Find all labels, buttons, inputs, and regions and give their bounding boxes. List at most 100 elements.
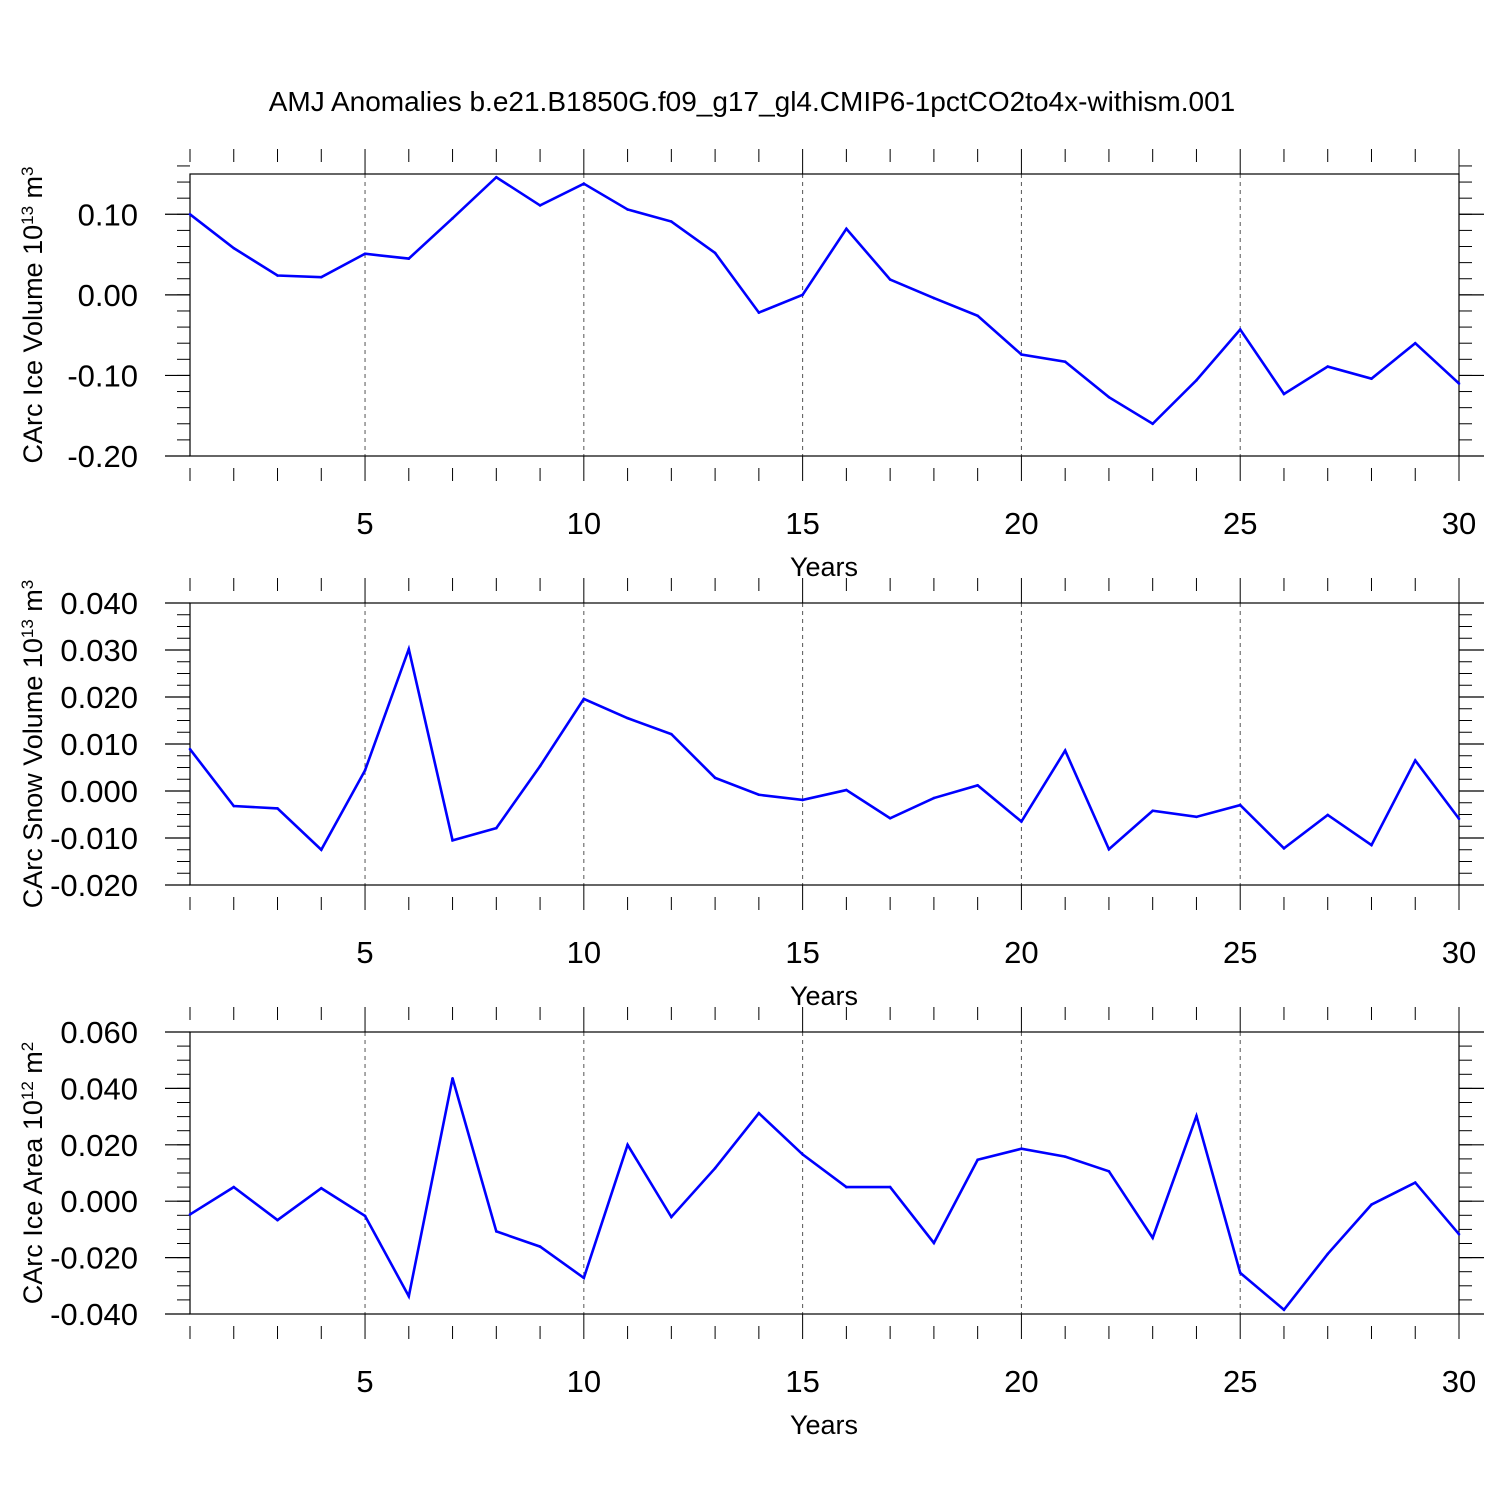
- data-point: [1107, 1170, 1111, 1173]
- x-tick-label: 20: [1004, 506, 1038, 541]
- chart-panel-2: 0.040 0.030 0.020 0.010 0.000 -0.010 -0.020 5 10…: [18, 578, 1484, 1011]
- data-point: [888, 1185, 892, 1189]
- data-point: [932, 1241, 936, 1245]
- data-point: [801, 1153, 804, 1156]
- data-point: [713, 251, 717, 255]
- data-point: [188, 1213, 192, 1216]
- data-point: [1151, 809, 1154, 813]
- data-point: [1238, 803, 1242, 807]
- data-point: [495, 1230, 498, 1233]
- data-point: [801, 293, 804, 297]
- data-point: [670, 1215, 673, 1219]
- series-line: [188, 644, 1461, 852]
- x-tick-label: 10: [567, 506, 601, 541]
- data-point: [276, 1218, 279, 1222]
- x-tick-label: 25: [1223, 1364, 1257, 1399]
- data-point: [232, 246, 236, 250]
- data-point: [538, 1245, 542, 1248]
- x-tick-label: 20: [1004, 1364, 1038, 1399]
- data-point: [276, 274, 279, 277]
- data-point: [1326, 365, 1330, 368]
- panels: 0.10 0.00 -0.10 -0.20 5 10 15 20 25 30 Years CArc I…: [18, 149, 1484, 1440]
- x-tick-label: 15: [785, 506, 819, 541]
- data-point: [451, 839, 454, 842]
- data-point: [1063, 749, 1067, 752]
- data-point: [1195, 815, 1198, 819]
- data-point: [626, 716, 629, 720]
- data-point: [932, 296, 936, 300]
- y-tick-label: 0.020: [60, 1128, 138, 1163]
- data-point: [1151, 1236, 1154, 1240]
- y-axis-label: CArc Ice Volume 1013 m3: [18, 166, 49, 463]
- data-point: [976, 1158, 979, 1162]
- data-point: [845, 1185, 848, 1189]
- data-point: [1370, 377, 1373, 380]
- x-axis-label: Years: [790, 552, 858, 582]
- data-point: [407, 1294, 411, 1298]
- data-point: [1151, 422, 1154, 426]
- data-point: [188, 747, 192, 751]
- y-tick-label: 0.020: [60, 680, 138, 715]
- data-point: [1370, 1203, 1373, 1206]
- data-point: [1457, 817, 1461, 821]
- chart-panel-3: 0.060 0.040 0.020 0.000 -0.020 -0.040 5 10 15 20 2…: [18, 1007, 1484, 1440]
- y-tick-label: -0.010: [50, 821, 138, 856]
- y-tick-label: 0.000: [60, 774, 138, 809]
- data-point: [363, 1214, 367, 1218]
- data-point: [713, 1166, 717, 1170]
- data-point: [1020, 353, 1023, 356]
- data-point: [845, 227, 848, 231]
- y-tick-label: -0.020: [50, 1241, 138, 1276]
- data-point: [1238, 328, 1242, 331]
- x-tick-label: 25: [1223, 935, 1257, 970]
- data-point: [451, 217, 454, 220]
- data-point: [538, 204, 542, 207]
- data-point: [276, 807, 279, 810]
- data-point: [888, 278, 892, 281]
- data-point: [1457, 1232, 1461, 1236]
- data-point: [888, 816, 892, 820]
- y-tick-label: 0.010: [60, 727, 138, 762]
- x-tick-label: 15: [785, 935, 819, 970]
- y-tick-label: 0.030: [60, 633, 138, 668]
- data-point: [188, 212, 192, 216]
- data-point: [582, 697, 586, 701]
- x-tick-label: 5: [356, 1364, 373, 1399]
- data-point: [1195, 1114, 1198, 1118]
- x-tick-label: 20: [1004, 935, 1038, 970]
- data-point: [1282, 392, 1286, 396]
- data-point: [495, 826, 498, 830]
- chart-panel-1: 0.10 0.00 -0.10 -0.20 5 10 15 20 25 30 Years CArc I…: [18, 149, 1484, 582]
- data-point: [713, 776, 717, 780]
- data-point: [1282, 847, 1286, 850]
- data-point: [1107, 395, 1111, 399]
- data-point: [757, 793, 761, 797]
- data-point: [363, 769, 367, 772]
- y-tick-label: 0.040: [60, 586, 138, 621]
- data-point: [845, 788, 848, 792]
- data-point: [582, 182, 586, 185]
- data-point: [670, 732, 673, 736]
- data-point: [1457, 382, 1461, 385]
- data-point: [319, 1186, 323, 1190]
- data-point: [626, 1143, 629, 1147]
- data-point: [757, 311, 761, 314]
- data-point: [1413, 759, 1417, 762]
- data-point: [451, 1076, 454, 1080]
- data-point: [538, 764, 542, 768]
- x-tick-label: 30: [1442, 506, 1476, 541]
- y-tick-label: 0.060: [60, 1015, 138, 1050]
- data-point: [1413, 1181, 1417, 1184]
- data-point: [582, 1276, 586, 1280]
- y-tick-label: 0.040: [60, 1071, 138, 1106]
- x-tick-label: 15: [785, 1364, 819, 1399]
- data-point: [232, 804, 236, 808]
- data-point: [976, 784, 979, 787]
- series-line: [189, 175, 1460, 426]
- x-axis-label: Years: [790, 981, 858, 1011]
- data-point: [1195, 378, 1198, 382]
- data-point: [319, 275, 323, 279]
- data-point: [1282, 1308, 1286, 1312]
- plot-frame: [189, 173, 1460, 457]
